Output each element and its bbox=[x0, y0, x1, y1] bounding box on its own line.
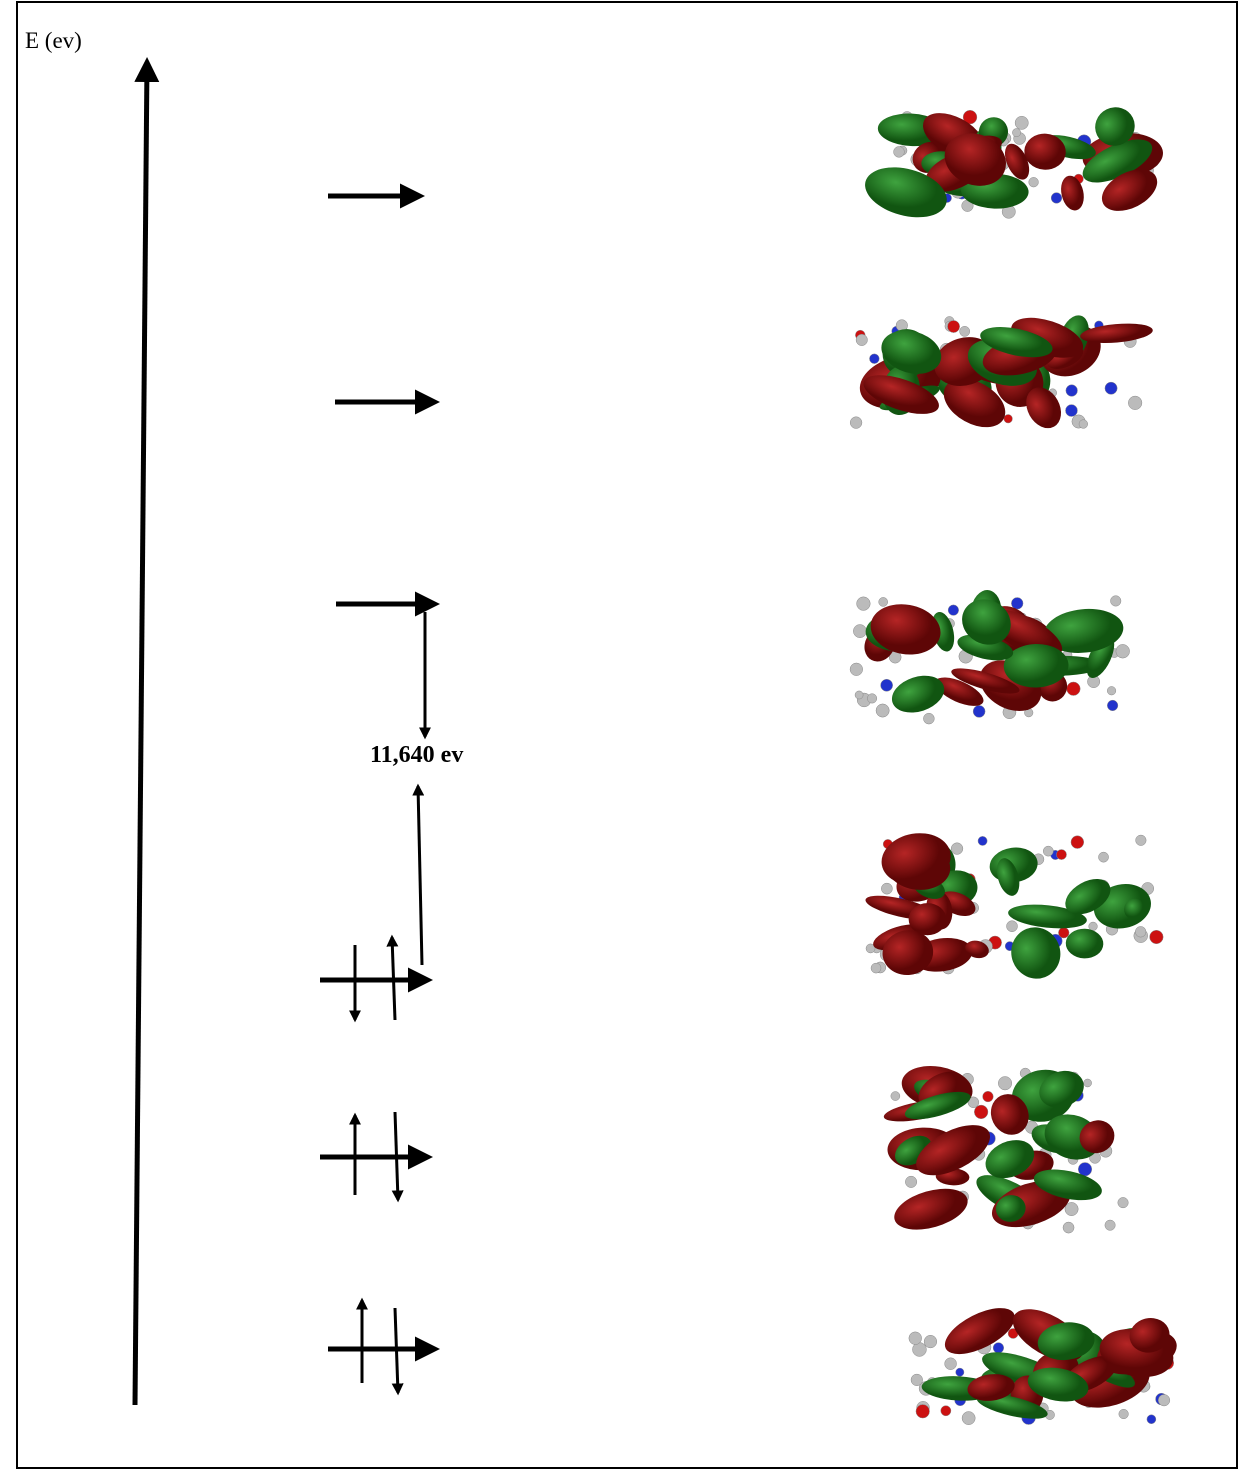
atom bbox=[867, 694, 876, 703]
page: E (ev) 11,640 ev (() => { const data = J… bbox=[0, 0, 1242, 1472]
atom bbox=[1066, 385, 1078, 397]
atom bbox=[856, 334, 867, 345]
atom bbox=[1067, 682, 1081, 696]
lobe bbox=[1065, 928, 1104, 959]
atom bbox=[869, 354, 879, 364]
atom bbox=[973, 705, 985, 717]
atom bbox=[1107, 700, 1118, 711]
axis-label: E (ev) bbox=[25, 28, 82, 53]
atom bbox=[1051, 193, 1062, 204]
atom bbox=[1043, 846, 1053, 856]
atom bbox=[1056, 850, 1066, 860]
atom bbox=[948, 605, 959, 616]
atom bbox=[881, 883, 892, 894]
atom bbox=[1029, 177, 1039, 187]
atom bbox=[1063, 1222, 1074, 1233]
atom bbox=[998, 1077, 1011, 1090]
atom bbox=[909, 1332, 922, 1345]
atom bbox=[1004, 414, 1013, 423]
atom bbox=[993, 1343, 1004, 1354]
gap-arrow-up bbox=[418, 786, 422, 965]
atom bbox=[978, 836, 987, 845]
atom bbox=[924, 1335, 937, 1348]
atom bbox=[1066, 405, 1078, 417]
atom bbox=[916, 1405, 930, 1419]
orbital bbox=[860, 101, 1165, 226]
atom bbox=[1012, 128, 1020, 136]
atom bbox=[1107, 686, 1116, 695]
atom bbox=[1110, 596, 1121, 607]
atom bbox=[853, 625, 866, 638]
atom bbox=[1119, 1409, 1129, 1419]
gap-label: 11,640 ev bbox=[370, 742, 463, 768]
atom bbox=[894, 147, 905, 158]
levels bbox=[320, 196, 435, 1349]
atom bbox=[1136, 835, 1147, 846]
atom bbox=[951, 843, 963, 855]
frame bbox=[17, 2, 1237, 1468]
atom bbox=[1158, 1394, 1170, 1406]
atom bbox=[1071, 836, 1084, 849]
atom bbox=[1128, 396, 1142, 410]
atom bbox=[1116, 644, 1130, 658]
atom bbox=[850, 417, 862, 429]
atom bbox=[1147, 1415, 1156, 1424]
atom bbox=[879, 597, 888, 606]
atom bbox=[1098, 852, 1108, 862]
atom bbox=[1058, 927, 1069, 938]
atom bbox=[1079, 420, 1088, 429]
atom bbox=[871, 963, 881, 973]
lobe bbox=[887, 669, 949, 718]
lobe bbox=[909, 903, 947, 935]
atom bbox=[948, 320, 960, 332]
orbital bbox=[850, 589, 1130, 725]
atom bbox=[945, 1358, 957, 1370]
orbitals bbox=[850, 101, 1181, 1425]
atom bbox=[1006, 921, 1017, 932]
atom bbox=[911, 1374, 923, 1386]
energy-axis bbox=[135, 62, 147, 1405]
orbital bbox=[850, 310, 1153, 437]
atom bbox=[881, 679, 893, 691]
atom bbox=[1015, 116, 1028, 129]
atom bbox=[1011, 598, 1023, 610]
atom bbox=[1150, 930, 1163, 943]
atom bbox=[956, 1368, 964, 1376]
diagram: E (ev) 11,640 ev bbox=[0, 0, 1242, 1472]
electrons bbox=[355, 937, 398, 1393]
lobe bbox=[890, 1181, 973, 1237]
atom bbox=[1118, 1197, 1128, 1207]
atom bbox=[983, 1091, 994, 1102]
atom bbox=[1105, 382, 1117, 394]
atom bbox=[974, 1105, 988, 1119]
atom bbox=[850, 663, 863, 676]
atom bbox=[1105, 1220, 1115, 1230]
atom bbox=[905, 1176, 916, 1187]
orbital bbox=[864, 828, 1164, 986]
orbital bbox=[882, 1061, 1128, 1237]
atom bbox=[857, 597, 871, 611]
atom bbox=[1084, 1079, 1092, 1087]
atom bbox=[962, 1412, 975, 1425]
atom bbox=[876, 704, 889, 717]
atom bbox=[960, 326, 970, 336]
atom bbox=[923, 713, 934, 724]
atom bbox=[1089, 922, 1098, 931]
atom bbox=[941, 1406, 951, 1416]
orbital bbox=[909, 1299, 1181, 1425]
atom bbox=[1135, 926, 1146, 937]
atom bbox=[1065, 1202, 1078, 1215]
atom bbox=[891, 1092, 900, 1101]
atom bbox=[855, 691, 863, 699]
